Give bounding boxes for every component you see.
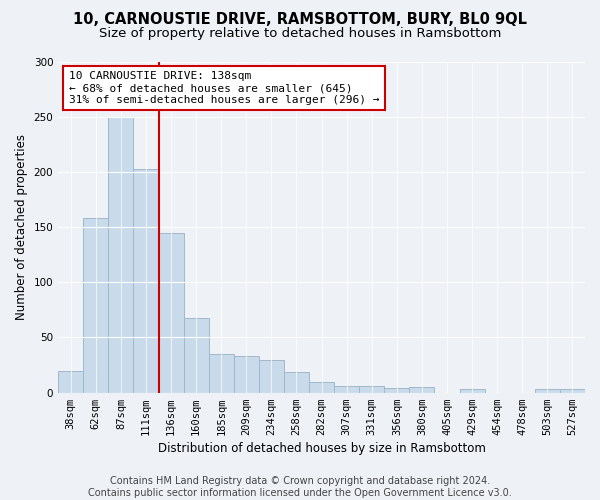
Text: Contains HM Land Registry data © Crown copyright and database right 2024.
Contai: Contains HM Land Registry data © Crown c…: [88, 476, 512, 498]
Bar: [109, 116, 133, 392]
Bar: [359, 386, 385, 392]
Bar: [334, 386, 359, 392]
Bar: [209, 354, 234, 393]
Bar: [560, 390, 585, 392]
Bar: [133, 168, 158, 392]
Bar: [409, 387, 434, 392]
Bar: [460, 390, 485, 392]
X-axis label: Distribution of detached houses by size in Ramsbottom: Distribution of detached houses by size …: [158, 442, 485, 455]
Text: 10 CARNOUSTIE DRIVE: 138sqm
← 68% of detached houses are smaller (645)
31% of se: 10 CARNOUSTIE DRIVE: 138sqm ← 68% of det…: [69, 72, 379, 104]
Bar: [184, 318, 209, 392]
Text: 10, CARNOUSTIE DRIVE, RAMSBOTTOM, BURY, BL0 9QL: 10, CARNOUSTIE DRIVE, RAMSBOTTOM, BURY, …: [73, 12, 527, 28]
Text: Size of property relative to detached houses in Ramsbottom: Size of property relative to detached ho…: [99, 28, 501, 40]
Bar: [158, 232, 184, 392]
Bar: [284, 372, 309, 392]
Bar: [309, 382, 334, 392]
Y-axis label: Number of detached properties: Number of detached properties: [15, 134, 28, 320]
Bar: [535, 390, 560, 392]
Bar: [385, 388, 409, 392]
Bar: [58, 370, 83, 392]
Bar: [234, 356, 259, 392]
Bar: [83, 218, 109, 392]
Bar: [259, 360, 284, 392]
